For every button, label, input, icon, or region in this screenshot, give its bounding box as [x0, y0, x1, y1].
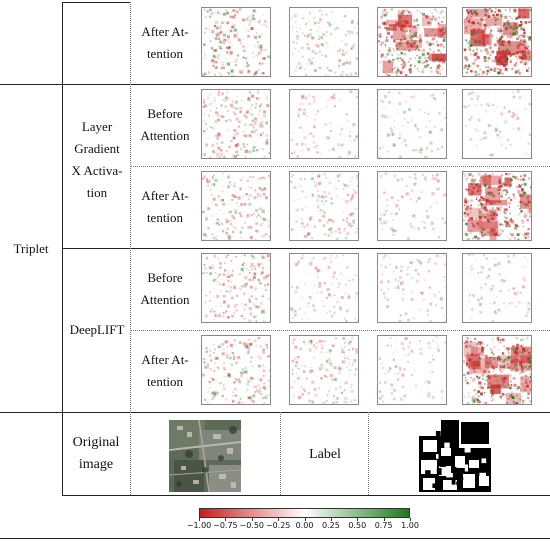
heatmap-cell: [289, 253, 359, 323]
heatmap-cell: [289, 171, 359, 241]
label-mask-image: [419, 420, 491, 492]
method-label-lgxa: Layer Gradient X Activa- tion: [71, 119, 123, 200]
row-label-4: Before Attention: [140, 270, 190, 307]
colorbar-tick-label: −0.75: [213, 521, 238, 530]
row-label-5: After At- tention: [141, 352, 189, 389]
row-label-1: After At- tention: [141, 24, 189, 61]
method-label-deeplift: DeepLIFT: [69, 322, 125, 337]
colorbar-tick-label: 0.00: [295, 521, 314, 530]
colorbar-tick-mark: [357, 518, 359, 521]
rule-row2-row3: [130, 166, 550, 167]
heatmap-cell: [201, 335, 271, 405]
rule-before-bottom: [0, 412, 550, 413]
col-divider-method: [130, 2, 131, 495]
colorbar-tick-mark: [225, 518, 227, 521]
colorbar-tick-label: 0.25: [321, 521, 340, 530]
original-image: [169, 420, 241, 492]
heatmap-cell: [201, 7, 271, 77]
colorbar-tick-mark: [278, 518, 280, 521]
heatmap-cell: [377, 89, 447, 159]
heatmap-cell: [289, 7, 359, 77]
heatmap-cell: [377, 7, 447, 77]
heatmap-cell: [201, 89, 271, 159]
colorbar-tick-label: 0.50: [348, 521, 367, 530]
rule-method-split: [62, 248, 550, 249]
heatmap-cell: [462, 171, 532, 241]
col-divider-group: [62, 2, 63, 495]
rule-bottom: [62, 495, 550, 496]
col-divider-bottom-2: [368, 412, 369, 495]
colorbar-tick-mark: [251, 518, 253, 521]
colorbar-tick-mark: [330, 518, 332, 521]
heatmap-cell: [289, 89, 359, 159]
heatmap-cell: [289, 335, 359, 405]
heatmap-cell: [377, 171, 447, 241]
colorbar-tick-label: −0.25: [265, 521, 291, 530]
colorbar-tick-mark: [410, 518, 411, 521]
colorbar-tick-mark: [199, 518, 200, 521]
heatmap-cell: [462, 335, 532, 405]
top-rule: [62, 2, 130, 3]
rule-row4-row5: [130, 330, 550, 331]
heatmap-cell: [201, 171, 271, 241]
rule-after-row1: [0, 84, 550, 85]
colorbar-tick-mark: [383, 518, 385, 521]
colorbar-tick-mark: [304, 518, 306, 521]
rule-final: [0, 538, 550, 539]
colorbar-tick-label: −0.50: [239, 521, 265, 530]
label-text: Label: [309, 447, 341, 462]
colorbar: [199, 508, 410, 518]
heatmap-cell: [462, 253, 532, 323]
col-divider-bottom-1: [280, 412, 281, 495]
heatmap-cell: [377, 253, 447, 323]
colorbar-tick-label: 1.00: [401, 521, 419, 530]
colorbar-tick-label: 0.75: [374, 521, 393, 530]
heatmap-cell: [462, 89, 532, 159]
heatmap-cell: [201, 253, 271, 323]
method-group-label: Triplet: [13, 241, 49, 256]
heatmap-cell: [462, 7, 532, 77]
colorbar-tick-label: −1.00: [186, 521, 212, 530]
original-image-label: Original image: [72, 435, 120, 472]
row-label-3: After At- tention: [141, 188, 189, 225]
row-label-2: Before Attention: [140, 106, 190, 143]
heatmap-cell: [377, 335, 447, 405]
